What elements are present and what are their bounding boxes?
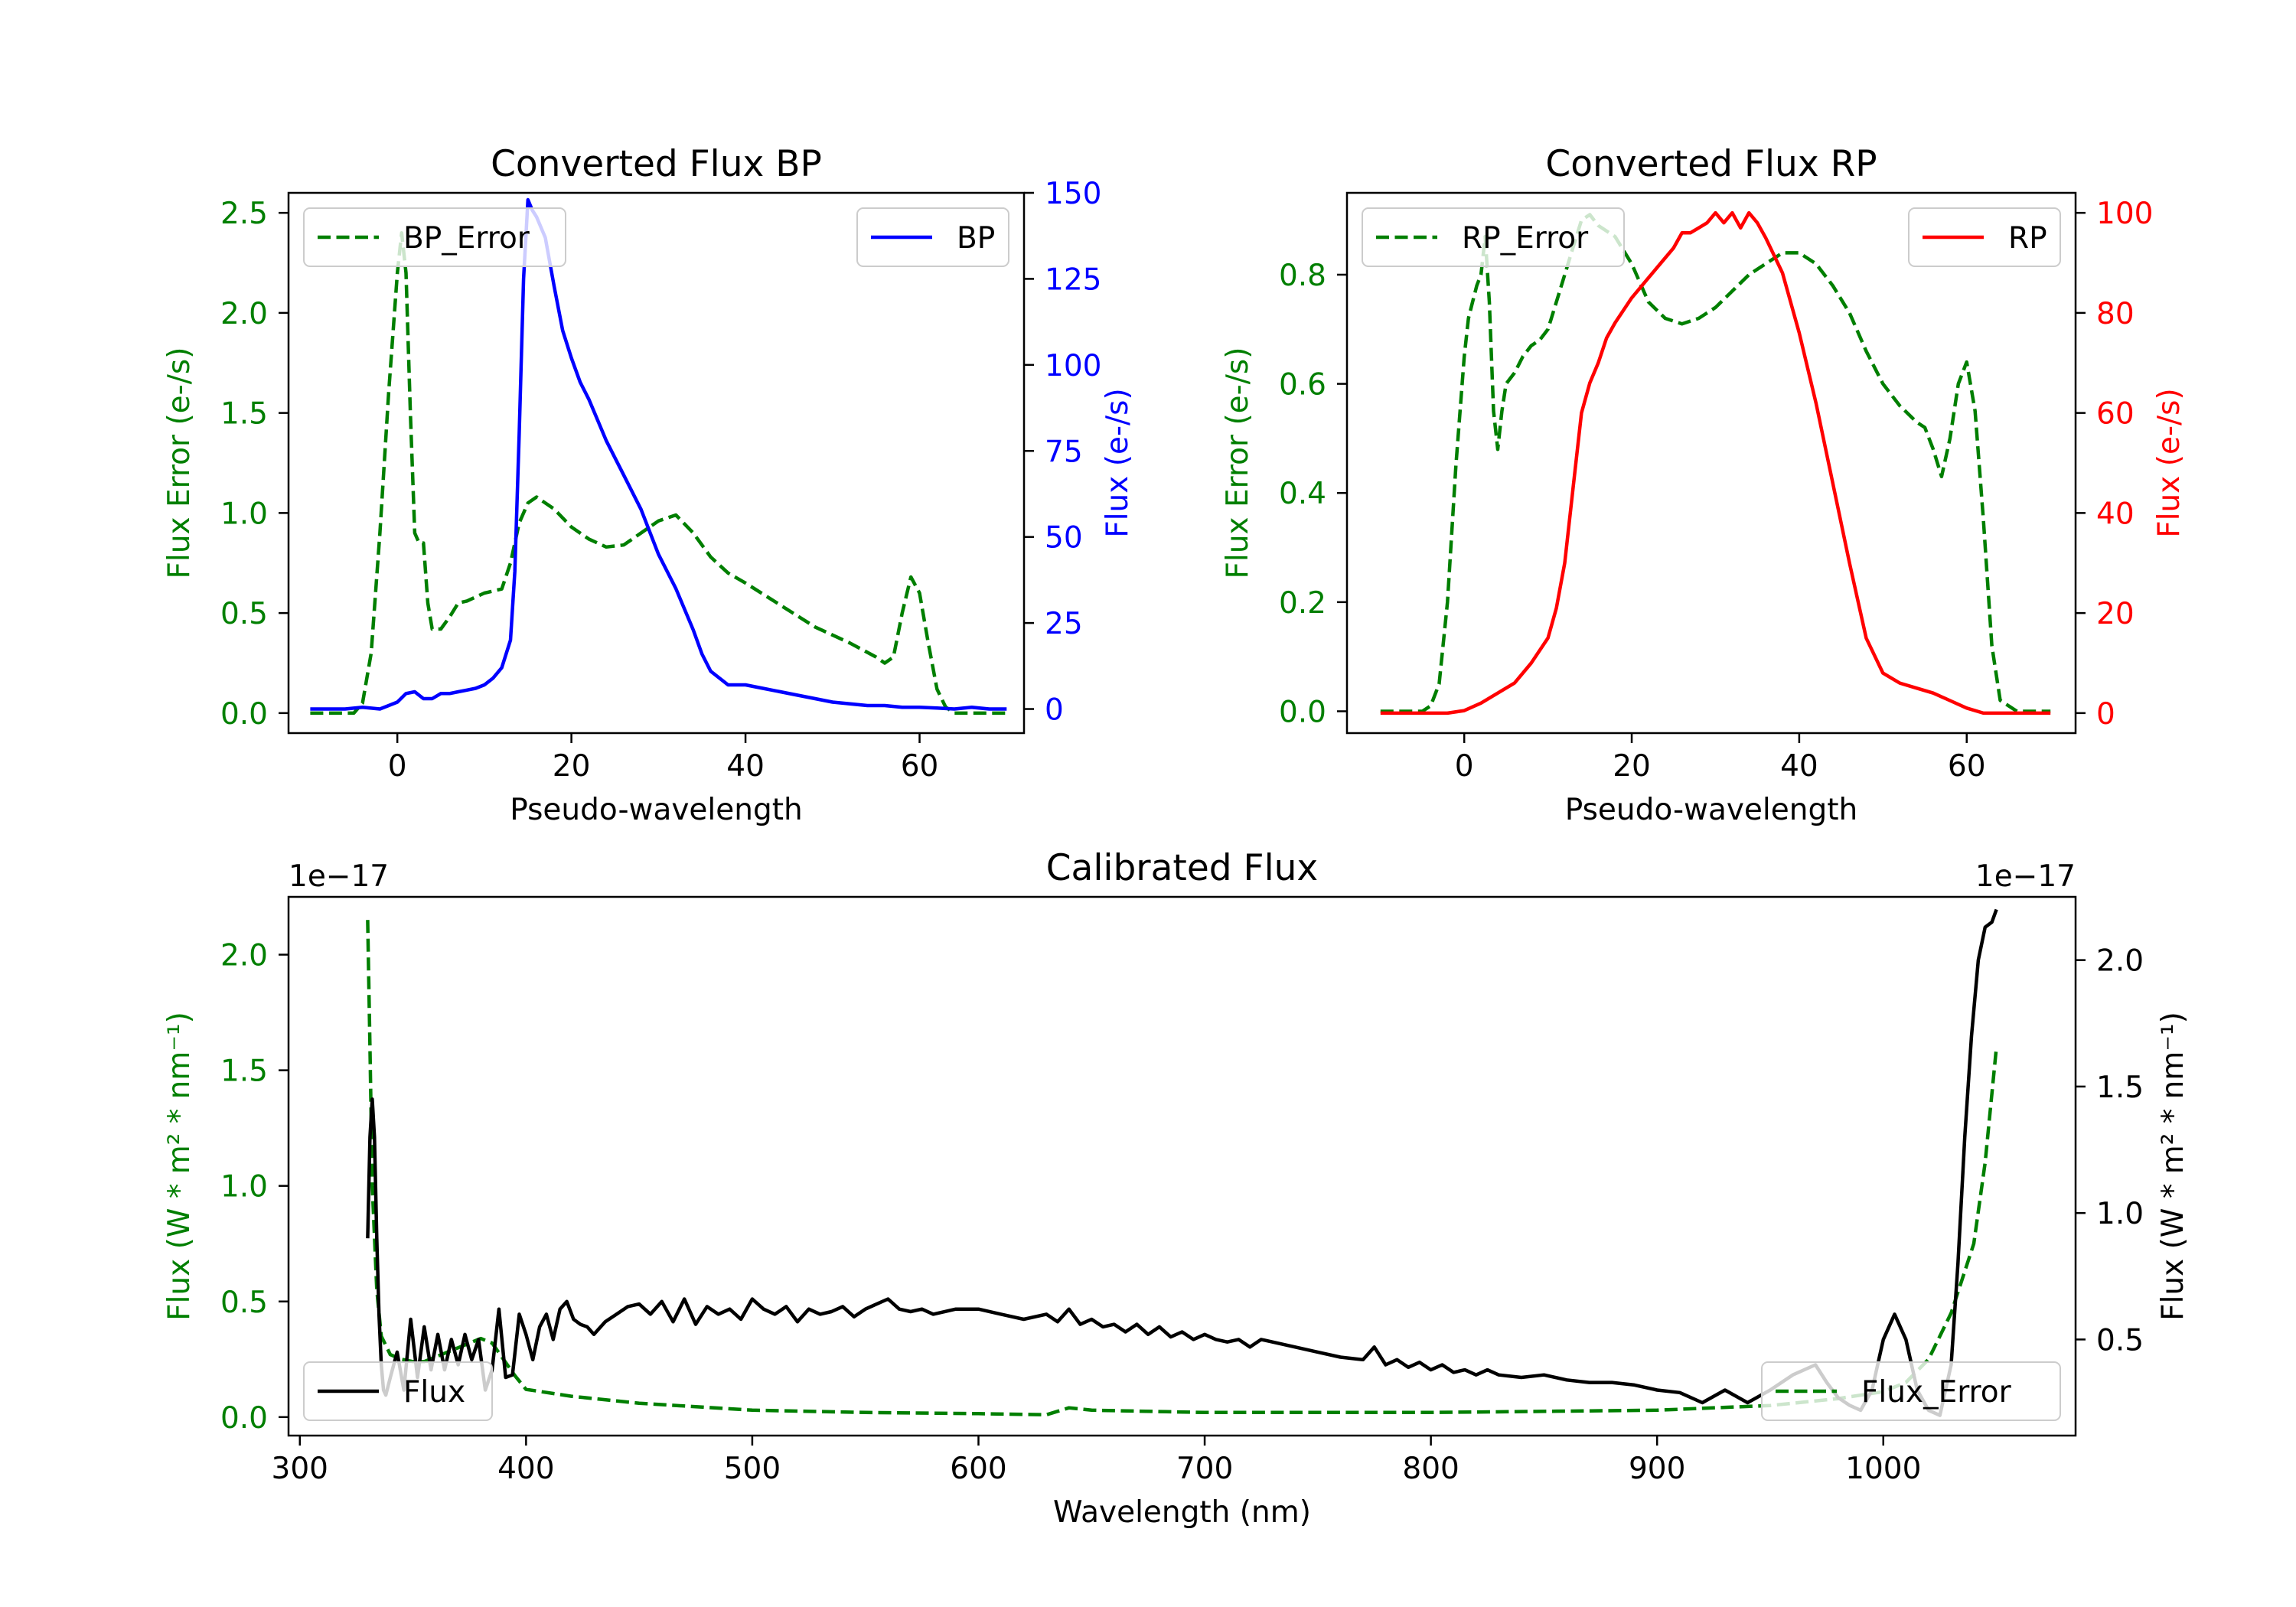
y-left-axis-label: Flux Error (e-/s) [1221, 347, 1255, 579]
x-tick-label: 600 [950, 1452, 1006, 1486]
x-tick-label: 20 [553, 749, 591, 784]
y-right-tick-label: 1.5 [2096, 1071, 2144, 1105]
y-left-tick-label: 0.0 [220, 697, 268, 732]
y-right-tick-label: 50 [1045, 521, 1083, 556]
y-left-tick-label: 2.0 [220, 297, 268, 331]
y-right-tick-label: 150 [1045, 177, 1101, 211]
x-tick-label: 400 [497, 1452, 554, 1486]
x-tick-label: 0 [388, 749, 407, 784]
y-left-axis-label: Flux Error (e-/s) [162, 347, 197, 579]
y-left-tick-label: 0.5 [220, 1286, 268, 1320]
x-tick-label: 800 [1402, 1452, 1459, 1486]
x-tick-label: 0 [1455, 749, 1474, 784]
x-tick-label: 500 [724, 1452, 781, 1486]
chart-title: Converted Flux RP [1545, 143, 1877, 185]
y-left-axis-label: Flux (W * m² * nm⁻¹) [162, 1012, 197, 1321]
y-right-tick-label: 75 [1045, 435, 1083, 469]
series-line-bp [310, 197, 1007, 711]
legend-box [303, 1361, 493, 1421]
y-right-tick-label: 25 [1045, 607, 1083, 641]
x-axis-label: Wavelength (nm) [1053, 1495, 1311, 1530]
series-line-bp-error [310, 231, 1007, 715]
y-left-tick-label: 1.0 [220, 497, 268, 531]
legend-left: RP_Error [1362, 207, 1625, 267]
legend-label: Flux_Error [1861, 1375, 2012, 1410]
series-line-rp-error [1380, 213, 2051, 713]
y-left-tick-label: 0.2 [1279, 586, 1326, 621]
x-axis-label: Pseudo-wavelength [1565, 793, 1857, 827]
y-left-tick-label: 0.5 [220, 597, 268, 631]
series-group [310, 197, 1007, 715]
y-right-tick-label: 125 [1045, 262, 1101, 297]
x-axis-label: Pseudo-wavelength [510, 793, 802, 827]
y-right-axis-label: Flux (e-/s) [2152, 388, 2187, 537]
plot-frame [1345, 191, 2077, 735]
x-tick-label: 20 [1613, 749, 1651, 784]
y-right-tick-label: 100 [2096, 197, 2153, 231]
legend-box [856, 207, 1009, 267]
y-left-tick-label: 0.6 [1279, 368, 1326, 403]
legend-right: BP [856, 207, 1009, 267]
chart-title: Converted Flux BP [491, 143, 822, 185]
y-right-axis-label: Flux (W * m² * nm⁻¹) [2156, 1012, 2190, 1321]
x-tick-label: 40 [726, 749, 765, 784]
y-right-axis-label: Flux (e-/s) [1101, 388, 1135, 537]
y-right-tick-label: 40 [2096, 497, 2135, 531]
x-tick-label: 60 [901, 749, 939, 784]
legend-label: BP [957, 221, 995, 256]
x-tick-label: 1000 [1845, 1452, 1921, 1486]
chart-title: Calibrated Flux [1046, 847, 1319, 889]
y-left-tick-label: 1.5 [220, 397, 268, 432]
y-right-tick-label: 2.0 [2096, 944, 2144, 979]
y-left-tick-label: 0.0 [1279, 695, 1326, 729]
y-right-tick-label: 0 [1045, 693, 1064, 728]
plot-frame [287, 895, 2077, 1437]
y-left-offset-text: 1e−17 [289, 859, 389, 894]
x-tick-label: 60 [1948, 749, 1986, 784]
series-line-rp [1380, 210, 2051, 715]
y-left-tick-label: 1.0 [220, 1170, 268, 1204]
legend-right: RP [1908, 207, 2061, 267]
x-tick-label: 700 [1176, 1452, 1233, 1486]
y-left-tick-label: 0.4 [1279, 477, 1326, 511]
legend-box [303, 207, 566, 267]
x-tick-label: 40 [1780, 749, 1818, 784]
y-right-tick-label: 60 [2096, 397, 2135, 432]
y-right-tick-label: 1.0 [2096, 1197, 2144, 1231]
y-right-tick-label: 80 [2096, 297, 2135, 331]
y-right-tick-label: 20 [2096, 597, 2135, 631]
y-left-tick-label: 1.5 [220, 1054, 268, 1089]
legend-right: Flux_Error [1761, 1361, 2061, 1421]
chart-bp: 0 20 40 60 0.0 0.5 1.0 1.5 2.0 2.5 0 25 50 75 100 125 15… [162, 143, 1135, 827]
series-group [1380, 210, 2051, 715]
x-tick-label: 900 [1629, 1452, 1685, 1486]
y-left-tick-label: 0.8 [1279, 259, 1326, 293]
y-right-tick-label: 0.5 [2096, 1323, 2144, 1358]
legend-label: Flux [403, 1375, 465, 1410]
series-line-flux-error [366, 920, 1998, 1417]
plot-frame [287, 191, 1026, 735]
y-left-tick-label: 2.0 [220, 939, 268, 973]
x-tick-label: 300 [272, 1452, 328, 1486]
chart-rp: 0 20 40 60 0.0 0.2 0.4 0.6 0.8 0 20 40 60 80 100 Conver… [1221, 143, 2187, 827]
legend-left: Flux [303, 1361, 493, 1421]
legend-label: RP [2008, 221, 2047, 256]
y-left-tick-label: 2.5 [220, 197, 268, 231]
y-right-tick-label: 0 [2096, 697, 2115, 732]
y-right-tick-label: 100 [1045, 349, 1101, 383]
y-left-tick-label: 0.0 [220, 1401, 268, 1436]
legend-label: RP_Error [1462, 221, 1589, 256]
legend-box [1908, 207, 2061, 267]
legend-label: BP_Error [403, 221, 530, 256]
legend-box [1761, 1361, 2061, 1421]
y-right-offset-text: 1e−17 [1975, 859, 2076, 894]
legend-left: BP_Error [303, 207, 566, 267]
chart-calibrated: 300 400 500 600 700 800 900 1000 0.0 0.5 1.0 1.5 2.0… [162, 847, 2190, 1530]
legend-box [1362, 207, 1625, 267]
